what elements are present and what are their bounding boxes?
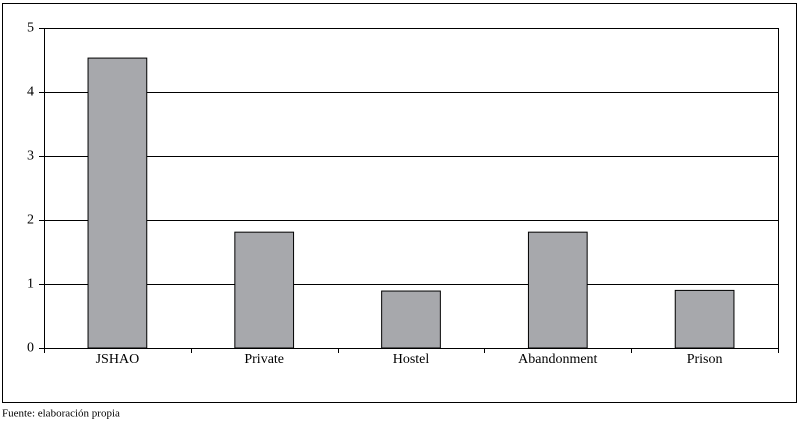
y-tick-label: 3	[27, 149, 34, 164]
bar	[381, 290, 441, 349]
bar	[527, 231, 588, 349]
x-tick-label: Abandonment	[518, 352, 597, 367]
x-tick-label: JSHAO	[96, 352, 140, 367]
x-tick-label: Hostel	[393, 352, 430, 367]
bar	[234, 231, 295, 349]
y-tick-label: 2	[27, 213, 34, 228]
x-tick-label: Private	[244, 352, 284, 367]
source-note: Fuente: elaboración propia	[2, 408, 120, 420]
y-tick-label: 4	[27, 85, 34, 100]
y-tick-label: 0	[27, 341, 34, 356]
y-tick-label: 1	[27, 277, 34, 292]
y-tick-label: 5	[27, 21, 34, 36]
x-tick-label: Prison	[687, 352, 723, 367]
bar	[87, 57, 148, 349]
chart-frame	[2, 3, 797, 403]
bar	[674, 289, 735, 349]
